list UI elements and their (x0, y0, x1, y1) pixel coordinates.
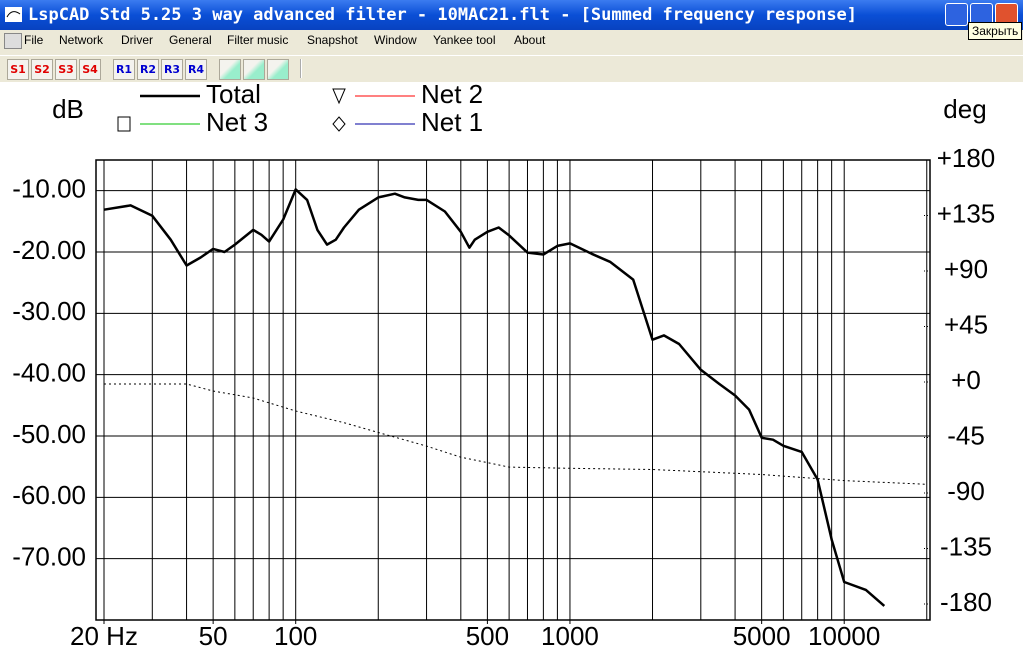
toolbar-button[interactable]: S4 (79, 59, 101, 80)
menu-item[interactable]: General (169, 33, 212, 47)
y2-axis-label: deg (943, 94, 986, 124)
toolbar-button[interactable]: R4 (185, 59, 207, 80)
y2-tick-label: +135 (937, 198, 996, 228)
menu-item[interactable]: Yankee tool (433, 33, 496, 47)
app-icon (5, 7, 22, 22)
y-tick-label: -70.00 (12, 542, 86, 572)
plot-border (95, 159, 931, 621)
y-tick-label: -10.00 (12, 174, 86, 204)
system-menu-icon (4, 33, 22, 49)
legend-label: Total (206, 82, 261, 109)
legend-label: Net 3 (206, 107, 268, 137)
y2-tick-label: +0 (951, 365, 981, 395)
toolbar-button[interactable]: S2 (31, 59, 53, 80)
menu-item[interactable]: Network (59, 33, 104, 47)
x-tick-label: 50 (199, 621, 228, 651)
legend-label: Net 1 (421, 107, 483, 137)
x-tick-label: 5000 (733, 621, 791, 651)
y-tick-label: -20.00 (12, 235, 86, 265)
tooltip: Закрыть (968, 22, 1023, 40)
y-tick-label: -50.00 (12, 419, 86, 449)
toolbar-button[interactable]: S1 (7, 59, 29, 80)
menu-item[interactable]: Snapshot (307, 33, 358, 47)
toolbar-icon-button[interactable] (219, 59, 241, 80)
toolbar-button[interactable]: R3 (161, 59, 183, 80)
toolbar-button[interactable]: S3 (55, 59, 77, 80)
y2-tick-label: +45 (944, 309, 988, 339)
toolbar-separator (300, 59, 1022, 78)
legend-marker (332, 88, 346, 105)
menu-item[interactable]: About (514, 33, 546, 47)
toolbar-button[interactable]: R2 (137, 59, 159, 80)
y2-tick-label: -180 (940, 587, 992, 617)
legend-marker (117, 116, 131, 132)
legend-label: Net 2 (421, 82, 483, 109)
y-axis-label: dB (52, 94, 84, 124)
menu-bar: File Network Driver General Filter music Snap… (0, 30, 1023, 52)
title-bar: LspCAD Std 5.25 3 way advanced filter - … (0, 0, 1023, 30)
x-tick-label: 500 (466, 621, 509, 651)
legend-marker (332, 116, 346, 132)
window-title: LspCAD Std 5.25 3 way advanced filter - … (28, 5, 858, 25)
toolbar: S1 S2 S3 S4 R1 R2 R3 R4 (0, 55, 1023, 83)
data-line (103, 188, 886, 607)
y2-tick-label: -135 (940, 531, 992, 561)
toolbar-icon-button[interactable] (243, 59, 265, 80)
y2-tick-label: -90 (947, 476, 985, 506)
y-tick-label: -40.00 (12, 358, 86, 388)
x-tick-label: 20 Hz (70, 621, 138, 651)
menu-item[interactable]: Window (374, 33, 417, 47)
y-tick-label: -30.00 (12, 296, 86, 326)
y2-tick-label: +90 (944, 254, 988, 284)
x-tick-label: 10000 (808, 621, 880, 651)
chart-background (0, 82, 1023, 669)
y2-tick-label: +180 (937, 143, 996, 173)
chart: dB deg -10.00 -20.00 -30.00 -40.00 -50.00 -60… (0, 82, 1023, 669)
x-tick-label: 1000 (541, 621, 599, 651)
menu-item[interactable]: File (24, 33, 44, 47)
y2-tick-label: -45 (947, 420, 985, 450)
x-tick-label: 100 (274, 621, 317, 651)
menu-item[interactable]: Filter music (227, 33, 289, 47)
toolbar-icon-button[interactable] (267, 59, 289, 80)
phase-line (104, 383, 927, 485)
menu-item[interactable]: Driver (121, 33, 153, 47)
y-tick-label: -60.00 (12, 480, 86, 510)
minimize-button[interactable] (945, 3, 968, 26)
toolbar-button[interactable]: R1 (113, 59, 135, 80)
